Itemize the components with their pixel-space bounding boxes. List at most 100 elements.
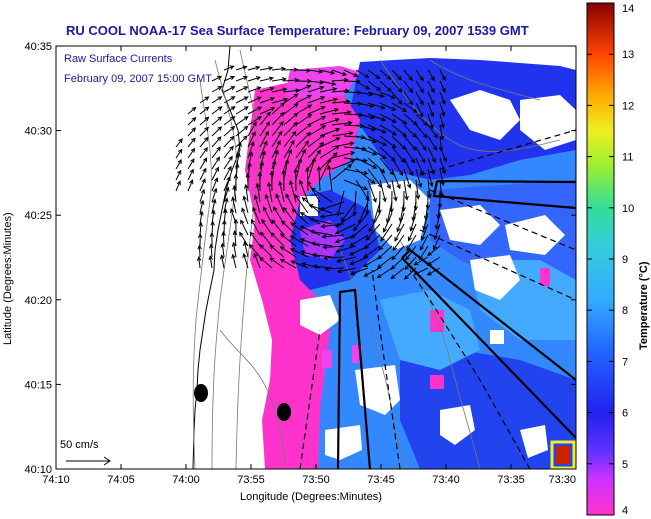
current-vector [242, 195, 249, 214]
current-vector [211, 86, 223, 93]
current-vector [199, 178, 206, 192]
current-vector [391, 168, 401, 190]
buoy-marker [277, 403, 291, 421]
current-vector [283, 103, 299, 115]
current-vector [310, 187, 333, 203]
current-vector [331, 141, 355, 148]
current-vector [278, 180, 285, 203]
current-vector [319, 201, 345, 211]
current-vector [349, 256, 369, 266]
current-vector [433, 223, 441, 241]
current-vector [319, 152, 338, 170]
current-vector [368, 212, 381, 233]
current-vector [299, 238, 321, 247]
current-vector [211, 116, 223, 126]
current-vector [427, 179, 432, 199]
current-vector [199, 146, 208, 159]
current-vector [247, 131, 256, 148]
current-vector [427, 168, 434, 188]
current-vector [355, 69, 370, 78]
current-vector [271, 111, 285, 126]
current-vector [187, 147, 196, 159]
current-vector [211, 126, 223, 137]
current-vector [290, 260, 309, 269]
colorbar-tick-label: 13 [622, 49, 634, 61]
no-data-cloud [520, 425, 548, 458]
current-vector [232, 230, 238, 247]
x-tick-label: 74:10 [42, 474, 70, 486]
current-vector [391, 245, 405, 261]
current-vector [415, 102, 424, 118]
current-vector [307, 125, 327, 137]
sst-cold-speck [322, 350, 332, 368]
current-vector [239, 231, 249, 247]
current-vector [307, 141, 325, 159]
current-vector [331, 159, 356, 170]
current-vector [232, 184, 237, 203]
current-vector [247, 65, 261, 71]
current-vector [307, 115, 327, 126]
current-vector [349, 267, 369, 276]
scale-label: 50 cm/s [60, 439, 99, 451]
current-vector [271, 66, 287, 72]
current-vector [363, 234, 381, 250]
current-vector [427, 146, 436, 164]
current-vector [211, 146, 221, 159]
current-vector [300, 250, 321, 258]
current-vector [175, 159, 182, 170]
current-vector [403, 267, 417, 280]
current-vector [211, 166, 219, 181]
colorbar-tick-label: 4 [622, 505, 628, 517]
current-vector [350, 223, 369, 239]
channel-boundaries [336, 179, 576, 469]
current-vector [308, 217, 333, 225]
current-vector [355, 102, 375, 108]
current-vector [247, 116, 263, 126]
sst-warm-speck [556, 446, 570, 464]
current-vector [283, 67, 299, 72]
current-vector [355, 80, 371, 90]
current-vector [235, 75, 249, 82]
current-vector [334, 223, 357, 235]
current-vector [415, 135, 427, 151]
current-vector [258, 256, 273, 269]
current-vector [376, 267, 393, 279]
current-vector [211, 187, 218, 203]
current-vector [367, 135, 387, 146]
current-vector [367, 80, 382, 92]
current-vector [380, 223, 393, 242]
current-vector [419, 234, 429, 251]
colorbar-tick-label: 10 [622, 203, 634, 215]
current-vector [280, 220, 297, 236]
x-tick-label: 73:30 [548, 474, 576, 486]
x-tick-label: 73:55 [237, 474, 265, 486]
y-tick-label: 40:10 [24, 464, 52, 476]
no-data-cloud [490, 330, 504, 344]
current-vector [403, 179, 409, 201]
current-vector [283, 158, 290, 181]
current-vector [391, 80, 403, 93]
current-vector [379, 179, 387, 203]
currents-timestamp: February 09, 2007 15:00 GMT [64, 73, 212, 85]
current-vector [282, 206, 297, 225]
current-vector [319, 87, 338, 93]
current-vector [407, 223, 417, 242]
current-vector [223, 135, 235, 148]
current-vector [331, 131, 354, 137]
current-vector [319, 107, 340, 115]
current-vector [187, 137, 196, 148]
current-vector [415, 80, 424, 94]
current-vector [391, 102, 408, 113]
current-vector [259, 66, 274, 71]
current-vector [259, 96, 276, 104]
current-vector [426, 256, 441, 266]
current-vector [363, 256, 381, 268]
current-vector [310, 241, 333, 247]
current-vector [331, 151, 356, 159]
current-vector [259, 130, 269, 148]
current-vector [427, 80, 435, 94]
current-vector [223, 186, 230, 203]
current-vector [235, 125, 249, 137]
current-vector [391, 157, 404, 177]
sst-warm-speck-halo [550, 440, 576, 469]
